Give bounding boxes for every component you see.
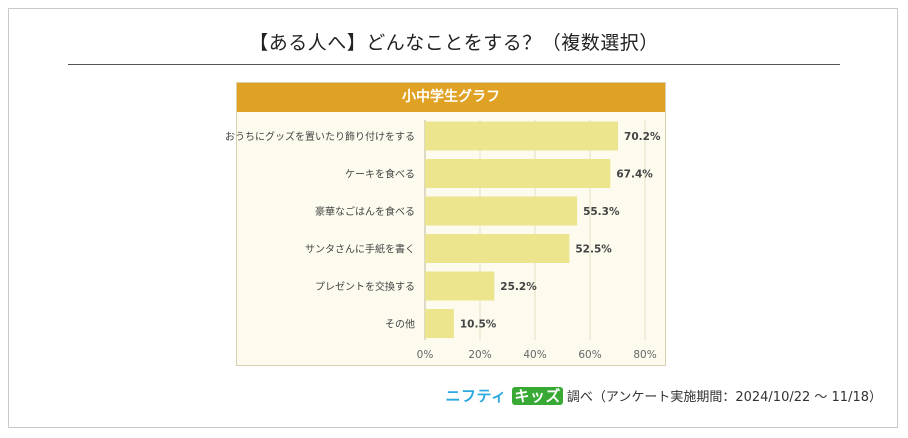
x-tick-label: 40% <box>523 349 546 361</box>
logo-text-kids: キッズ <box>512 387 563 405</box>
category-label: おうちにグッズを置いたり飾り付けをする <box>225 130 415 143</box>
data-label: 67.4% <box>616 169 653 181</box>
x-tick-label: 20% <box>468 349 491 361</box>
bar <box>425 234 570 263</box>
x-tick-label: 60% <box>578 349 601 361</box>
chart-title: 小中学生グラフ <box>237 83 665 112</box>
survey-period-text: 調べ（アンケート実施期間：2024/10/22 ～ 11/18） <box>566 390 882 405</box>
category-label: その他 <box>385 318 415 331</box>
category-label: 豪華なごはんを食べる <box>315 205 415 218</box>
bar <box>425 271 495 301</box>
bar <box>425 196 578 226</box>
data-label: 52.5% <box>575 244 612 256</box>
footer-credit: ニフティ キッズ 調べ（アンケート実施期間：2024/10/22 ～ 11/18… <box>446 385 882 406</box>
logo-text-nifty: ニフティ <box>445 387 507 405</box>
category-label: ケーキを食べる <box>345 168 415 181</box>
data-label: 10.5% <box>460 319 497 331</box>
x-tick-label: 80% <box>633 349 656 361</box>
x-tick-label: 0% <box>417 349 434 361</box>
bar <box>425 121 619 151</box>
nifty-kids-logo: ニフティ キッズ <box>446 385 563 406</box>
bar <box>425 159 611 188</box>
title-divider <box>68 64 840 65</box>
data-label: 25.2% <box>500 281 537 293</box>
data-label: 70.2% <box>624 131 661 143</box>
category-label: サンタさんに手紙を書く <box>305 243 415 256</box>
bar <box>425 309 454 338</box>
category-label: プレゼントを交換する <box>315 280 415 293</box>
data-label: 55.3% <box>583 206 620 218</box>
page-title: 【ある人へ】どんなことをする？（複数選択） <box>249 32 659 54</box>
